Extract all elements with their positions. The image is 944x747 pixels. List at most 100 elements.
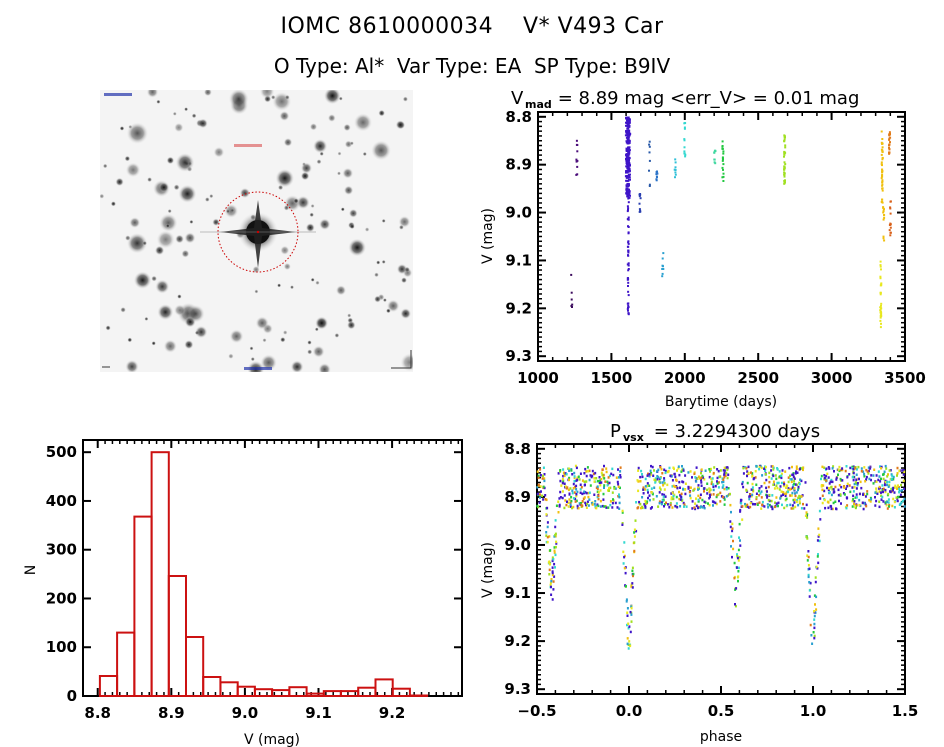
light-curve-cluster bbox=[570, 273, 574, 308]
histogram-xlabel: V (mag) bbox=[244, 732, 300, 747]
data-point bbox=[574, 500, 577, 503]
light-curve-title-main: V bbox=[511, 88, 524, 109]
star bbox=[310, 204, 315, 208]
data-point bbox=[570, 304, 573, 307]
data-point bbox=[676, 506, 679, 509]
data-point bbox=[684, 153, 687, 156]
data-point bbox=[571, 306, 573, 308]
data-point bbox=[881, 158, 884, 161]
star bbox=[142, 240, 147, 246]
data-point bbox=[695, 466, 698, 469]
data-point bbox=[638, 208, 641, 211]
data-point bbox=[768, 475, 771, 479]
data-point bbox=[561, 481, 564, 485]
data-point bbox=[725, 466, 728, 469]
star bbox=[125, 359, 139, 372]
data-point bbox=[783, 481, 785, 484]
data-point bbox=[661, 493, 664, 496]
histogram-bar bbox=[391, 687, 411, 698]
light-curve-cluster bbox=[888, 131, 892, 155]
data-point bbox=[729, 520, 732, 523]
data-point bbox=[827, 506, 830, 510]
data-point bbox=[872, 482, 875, 485]
data-point bbox=[881, 173, 884, 176]
data-point bbox=[682, 469, 685, 472]
data-point bbox=[597, 479, 599, 483]
data-point bbox=[848, 473, 851, 476]
data-point bbox=[831, 467, 834, 470]
data-point bbox=[879, 265, 882, 268]
data-point bbox=[673, 467, 675, 471]
data-point bbox=[537, 476, 540, 480]
data-point bbox=[599, 499, 602, 503]
data-point bbox=[583, 490, 586, 493]
data-point bbox=[825, 467, 828, 470]
data-point bbox=[888, 151, 891, 154]
data-point bbox=[881, 484, 884, 487]
data-point bbox=[726, 468, 729, 471]
data-point bbox=[839, 477, 842, 481]
data-point bbox=[537, 492, 540, 496]
data-point bbox=[596, 485, 599, 488]
data-point bbox=[642, 488, 645, 491]
data-point bbox=[558, 505, 561, 508]
data-point bbox=[797, 496, 800, 500]
data-point bbox=[893, 491, 896, 494]
data-point bbox=[767, 485, 770, 489]
data-point bbox=[755, 492, 758, 495]
data-point bbox=[793, 487, 796, 490]
data-point bbox=[795, 491, 798, 494]
data-point bbox=[670, 474, 673, 478]
data-point bbox=[696, 477, 699, 480]
data-point bbox=[563, 482, 566, 485]
data-point bbox=[849, 466, 852, 470]
data-point bbox=[783, 179, 786, 182]
data-point bbox=[580, 503, 583, 507]
data-point bbox=[635, 501, 638, 504]
data-point bbox=[658, 500, 661, 503]
data-point bbox=[717, 469, 720, 473]
data-point bbox=[701, 474, 704, 478]
data-point bbox=[738, 556, 741, 559]
data-point bbox=[683, 505, 685, 508]
data-point bbox=[708, 487, 711, 491]
data-point bbox=[664, 471, 667, 475]
star bbox=[213, 146, 225, 158]
data-point bbox=[896, 487, 898, 490]
data-point bbox=[806, 537, 809, 540]
histogram-bar bbox=[202, 676, 222, 697]
star bbox=[187, 305, 205, 323]
data-point bbox=[571, 473, 574, 476]
data-point bbox=[583, 496, 586, 499]
data-point bbox=[838, 499, 840, 503]
data-point bbox=[593, 493, 596, 496]
data-point bbox=[661, 275, 664, 278]
data-point bbox=[607, 476, 610, 479]
data-point bbox=[681, 499, 684, 502]
star bbox=[310, 277, 315, 282]
data-point bbox=[644, 499, 647, 503]
survey-label-mark bbox=[104, 93, 132, 96]
data-point bbox=[648, 473, 651, 476]
data-point bbox=[765, 486, 768, 490]
light-curve-xlabel: Barytime (days) bbox=[665, 394, 777, 410]
star bbox=[174, 122, 184, 133]
data-point bbox=[734, 604, 737, 608]
data-point bbox=[627, 254, 630, 257]
data-point bbox=[827, 487, 830, 490]
star bbox=[337, 171, 341, 176]
data-point bbox=[627, 251, 630, 254]
data-point bbox=[584, 483, 586, 486]
star bbox=[191, 113, 197, 119]
data-point bbox=[783, 483, 786, 486]
data-point bbox=[653, 478, 656, 481]
data-point bbox=[866, 492, 869, 496]
data-point bbox=[790, 478, 793, 481]
data-point bbox=[881, 198, 884, 201]
data-point bbox=[722, 158, 724, 161]
data-point bbox=[764, 473, 767, 476]
data-point bbox=[663, 503, 666, 506]
data-point bbox=[625, 130, 629, 133]
data-point bbox=[851, 475, 854, 479]
data-point bbox=[627, 268, 630, 270]
